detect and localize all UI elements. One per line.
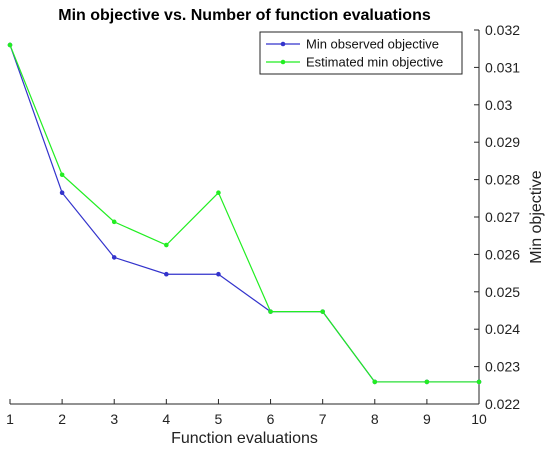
data-point (164, 242, 169, 248)
axes: 1 2 3 4 5 6 7 8 9 100.022 0.023 0.024 0.025 0.026 0.02… (6, 22, 520, 427)
data-point (59, 172, 65, 178)
plot-area (10, 30, 479, 404)
legend-box (259, 31, 463, 75)
x-tick-label: 5 (215, 411, 223, 427)
series-layer (7, 42, 482, 385)
legend-label: Min observed objective (306, 37, 439, 52)
data-point (111, 219, 117, 225)
data-point (216, 190, 221, 195)
x-tick-label: 2 (58, 411, 66, 427)
data-point (111, 255, 117, 260)
legend-marker (280, 59, 286, 65)
series-line (9, 44, 479, 383)
data-point (424, 379, 430, 385)
y-tick-label: 0.031 (485, 59, 520, 75)
y-tick-label: 0.024 (485, 321, 520, 337)
y-tick-label: 0.027 (485, 209, 520, 225)
data-point (59, 190, 65, 195)
data-point (268, 309, 273, 314)
data-point (216, 271, 221, 277)
data-point (476, 379, 482, 385)
legend: Min observed objective Estimated min obje… (259, 31, 463, 75)
x-tick-label: 4 (162, 411, 170, 427)
y-tick-label: 0.025 (485, 284, 520, 300)
y-tick-label: 0.029 (485, 134, 520, 150)
x-tick-label: 8 (371, 411, 379, 427)
chart-title: Min objective vs. Number of function eva… (58, 7, 431, 24)
data-point (320, 309, 325, 314)
x-tick-label: 7 (319, 411, 327, 427)
x-tick-label: 9 (423, 411, 431, 427)
y-axis-label: Min objective (528, 170, 545, 263)
series-2 (7, 42, 482, 385)
legend-label: Estimated min objective (306, 55, 443, 70)
y-tick-label: 0.022 (485, 396, 520, 412)
y-tick-label: 0.032 (485, 22, 520, 38)
y-tick-label: 0.028 (485, 172, 520, 188)
data-point (164, 271, 169, 277)
data-point (372, 379, 378, 385)
x-tick-label: 1 (6, 411, 14, 427)
x-axis-label: Function evaluations (171, 430, 318, 447)
y-tick-label: 0.026 (485, 246, 520, 262)
y-tick-label: 0.03 (485, 97, 512, 113)
x-tick-label: 10 (471, 411, 487, 427)
y-tick-label: 0.023 (485, 359, 520, 375)
legend-marker (280, 41, 286, 47)
x-tick-label: 3 (110, 411, 118, 427)
data-point (7, 42, 13, 48)
x-tick-label: 6 (267, 411, 275, 427)
